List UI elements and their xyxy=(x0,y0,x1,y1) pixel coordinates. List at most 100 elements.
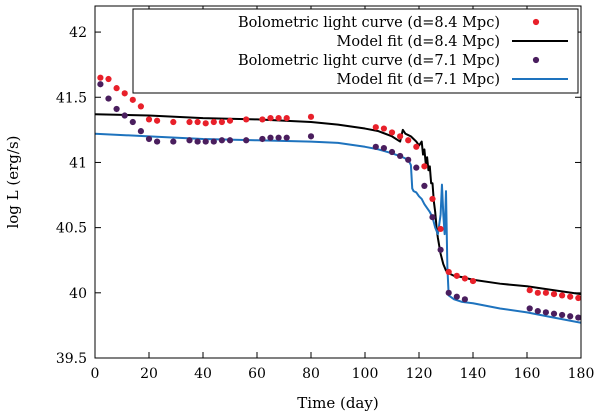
data-point xyxy=(421,182,428,190)
data-point xyxy=(567,293,574,300)
data-point xyxy=(226,137,234,144)
data-point xyxy=(145,116,153,123)
data-point xyxy=(202,120,209,127)
data-point xyxy=(445,268,452,276)
data-point xyxy=(453,272,460,279)
x-tick-label: 160 xyxy=(514,366,541,382)
data-point xyxy=(397,133,404,140)
legend-marker xyxy=(532,18,540,26)
data-point xyxy=(567,313,574,320)
data-point xyxy=(154,117,161,124)
data-point xyxy=(445,289,452,296)
data-point xyxy=(307,133,315,140)
data-point xyxy=(113,85,120,92)
data-point xyxy=(275,115,282,122)
data-point xyxy=(170,138,177,145)
y-tick-label: 40.5 xyxy=(56,221,87,237)
data-point xyxy=(243,116,250,123)
data-point xyxy=(137,128,144,135)
x-tick-label: 40 xyxy=(194,366,212,382)
data-point xyxy=(550,291,558,298)
data-point xyxy=(121,112,128,119)
data-point xyxy=(186,137,193,144)
data-point xyxy=(194,118,201,126)
y-tick-label: 42 xyxy=(69,25,87,41)
data-point xyxy=(267,134,274,141)
legend-marker xyxy=(532,56,540,64)
data-point xyxy=(429,195,436,203)
data-point xyxy=(121,90,128,97)
data-point xyxy=(259,135,266,143)
data-point xyxy=(97,81,104,88)
x-tick-label: 120 xyxy=(406,366,433,382)
data-point xyxy=(154,138,161,145)
data-point xyxy=(226,117,234,124)
data-point xyxy=(259,116,266,123)
data-point xyxy=(145,135,153,143)
data-point xyxy=(202,138,209,145)
plot-area xyxy=(95,74,581,324)
data-point xyxy=(542,289,550,296)
x-tick-label: 20 xyxy=(140,366,158,382)
data-point xyxy=(105,75,112,83)
data-point xyxy=(105,95,112,102)
data-point xyxy=(210,118,217,126)
data-point xyxy=(437,246,444,253)
legend-label: Model fit (d=7.1 Mpc) xyxy=(337,72,500,88)
data-point xyxy=(526,305,533,312)
x-tick-label: 0 xyxy=(91,366,100,382)
y-tick-label: 40 xyxy=(69,286,87,302)
plot-frame xyxy=(94,5,582,359)
data-point xyxy=(170,118,177,126)
x-tick-label: 100 xyxy=(352,366,379,382)
data-point xyxy=(186,118,193,126)
x-axis-label: Time (day) xyxy=(297,394,378,412)
data-point xyxy=(550,310,558,317)
data-point xyxy=(461,275,468,282)
legend-label: Bolometric light curve (d=8.4 Mpc) xyxy=(238,15,500,31)
data-point xyxy=(129,118,136,126)
data-point xyxy=(405,137,412,144)
data-point xyxy=(526,287,533,294)
y-tick-label: 39.5 xyxy=(56,351,87,367)
legend: Bolometric light curve (d=8.4 Mpc) Model … xyxy=(132,8,579,94)
data-point xyxy=(113,105,120,113)
x-tick-label: 60 xyxy=(248,366,266,382)
x-tick-label: 140 xyxy=(460,366,487,382)
data-point xyxy=(129,96,136,103)
data-point xyxy=(97,74,104,81)
data-point xyxy=(372,143,379,150)
legend-box xyxy=(132,8,579,94)
data-point xyxy=(461,296,468,303)
data-point xyxy=(275,134,282,141)
data-point xyxy=(534,289,541,296)
data-point xyxy=(388,129,396,136)
y-tick-label: 41.5 xyxy=(56,90,87,106)
data-point xyxy=(283,115,290,122)
legend-label: Model fit (d=8.4 Mpc) xyxy=(337,34,500,50)
x-tick-label: 80 xyxy=(302,366,320,382)
data-point xyxy=(405,156,412,163)
data-point xyxy=(453,293,460,300)
axis-ticks: 0 20 40 60 80 100 120 140 160 180 39.5 40 40.5 41 41.5… xyxy=(56,6,594,382)
data-point xyxy=(413,143,420,150)
data-point xyxy=(307,113,315,120)
y-tick-label: 41 xyxy=(69,155,87,171)
data-point xyxy=(388,148,396,156)
data-point xyxy=(218,137,225,144)
data-point xyxy=(559,311,566,319)
series-line-4 xyxy=(95,132,581,324)
data-point xyxy=(542,309,550,316)
data-point xyxy=(218,118,225,126)
data-point xyxy=(429,214,436,221)
data-point xyxy=(397,152,404,160)
data-point xyxy=(283,134,290,141)
data-point xyxy=(380,145,387,152)
data-point xyxy=(469,277,477,285)
data-point xyxy=(559,292,566,299)
legend-label: Bolometric light curve (d=7.1 Mpc) xyxy=(238,53,500,69)
data-point xyxy=(194,138,201,145)
series-line-2 xyxy=(95,113,581,296)
data-point xyxy=(534,307,541,315)
